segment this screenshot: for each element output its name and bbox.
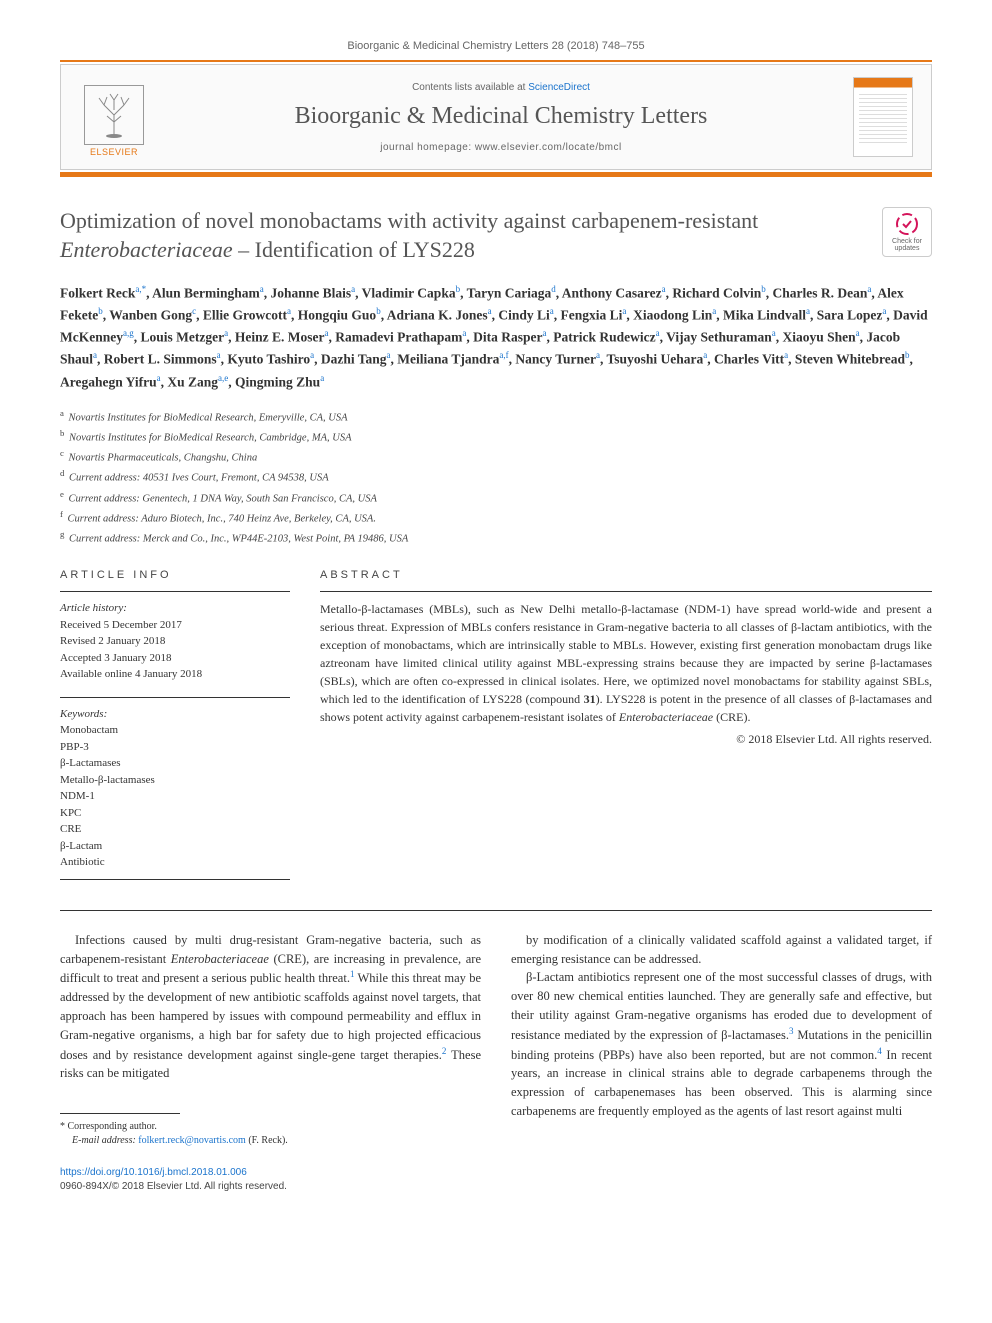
keyword: CRE: [60, 823, 81, 835]
author-list: Folkert Recka,*, Alun Berminghama, Johan…: [60, 282, 932, 392]
issn-copyright: 0960-894X/© 2018 Elsevier Ltd. All right…: [60, 1180, 481, 1194]
doi-link[interactable]: https://doi.org/10.1016/j.bmcl.2018.01.0…: [60, 1167, 247, 1178]
check-updates-label: Check for updates: [883, 238, 931, 252]
keyword: NDM-1: [60, 790, 95, 802]
contents-available-line: Contents lists available at ScienceDirec…: [169, 82, 833, 93]
body-paragraph: Infections caused by multi drug-resistan…: [60, 931, 481, 1083]
affiliation-line: b Novartis Institutes for BioMedical Res…: [60, 427, 932, 446]
homepage-line: journal homepage: www.elsevier.com/locat…: [169, 142, 833, 153]
body-paragraph: β-Lactam antibiotics represent one of th…: [511, 968, 932, 1120]
homepage-url[interactable]: www.elsevier.com/locate/bmcl: [475, 142, 622, 153]
homepage-label: journal homepage:: [380, 142, 475, 153]
affiliations: a Novartis Institutes for BioMedical Res…: [60, 407, 932, 548]
history-label: Article history:: [60, 602, 127, 614]
keyword: KPC: [60, 807, 81, 819]
elsevier-logo[interactable]: ELSEVIER: [79, 77, 149, 157]
history-line: Accepted 3 January 2018: [60, 652, 172, 664]
article-info-column: ARTICLE INFO Article history: Received 5…: [60, 569, 290, 880]
affiliation-line: a Novartis Institutes for BioMedical Res…: [60, 407, 932, 426]
journal-reference: Bioorganic & Medicinal Chemistry Letters…: [60, 40, 932, 52]
affiliation-line: d Current address: 40531 Ives Court, Fre…: [60, 467, 932, 486]
article-info-heading: ARTICLE INFO: [60, 569, 290, 581]
history-line: Received 5 December 2017: [60, 619, 182, 631]
keyword: Antibiotic: [60, 856, 105, 868]
keywords-label: Keywords:: [60, 708, 107, 720]
sciencedirect-link[interactable]: ScienceDirect: [528, 82, 590, 93]
keyword: Monobactam: [60, 724, 118, 736]
email-suffix: (F. Reck).: [246, 1135, 288, 1146]
corresponding-email-link[interactable]: folkert.reck@novartis.com: [138, 1135, 246, 1146]
email-label: E-mail address:: [72, 1135, 138, 1146]
article-history: Article history: Received 5 December 201…: [60, 591, 290, 683]
abstract-heading: ABSTRACT: [320, 569, 932, 581]
check-updates-badge[interactable]: Check for updates: [882, 207, 932, 257]
history-line: Available online 4 January 2018: [60, 668, 202, 680]
corresponding-footer: * Corresponding author. E-mail address: …: [60, 1113, 481, 1194]
affiliation-line: c Novartis Pharmaceuticals, Changshu, Ch…: [60, 447, 932, 466]
affiliation-line: f Current address: Aduro Biotech, Inc., …: [60, 508, 932, 527]
journal-cover-thumbnail[interactable]: [853, 77, 913, 157]
affiliation-line: e Current address: Genentech, 1 DNA Way,…: [60, 488, 932, 507]
corresponding-author-label: * Corresponding author.: [60, 1120, 481, 1134]
keyword: β-Lactam: [60, 840, 102, 852]
check-updates-icon: [895, 212, 919, 236]
journal-name: Bioorganic & Medicinal Chemistry Letters: [169, 103, 833, 130]
affiliation-line: g Current address: Merck and Co., Inc., …: [60, 528, 932, 547]
body-paragraph: by modification of a clinically validate…: [511, 931, 932, 969]
header-top-rule: [60, 60, 932, 62]
abstract-copyright: © 2018 Elsevier Ltd. All rights reserved…: [320, 730, 932, 748]
body-top-rule: [60, 910, 932, 911]
abstract-body: Metallo-β-lactamases (MBLs), such as New…: [320, 602, 932, 724]
history-line: Revised 2 January 2018: [60, 635, 165, 647]
elsevier-name: ELSEVIER: [90, 147, 138, 157]
abstract-text: Metallo-β-lactamases (MBLs), such as New…: [320, 591, 932, 748]
contents-prefix: Contents lists available at: [412, 82, 528, 93]
keywords-block: Keywords: Monobactam PBP-3 β-Lactamases Met…: [60, 697, 290, 880]
article-title: Optimization of novel monobactams with a…: [60, 207, 932, 264]
abstract-column: ABSTRACT Metallo-β-lactamases (MBLs), su…: [320, 569, 932, 880]
keyword: Metallo-β-lactamases: [60, 774, 155, 786]
body-text: Infections caused by multi drug-resistan…: [60, 931, 932, 1194]
keyword: β-Lactamases: [60, 757, 121, 769]
header-bottom-rule: [60, 172, 932, 177]
journal-header: ELSEVIER Contents lists available at Sci…: [60, 64, 932, 170]
keyword: PBP-3: [60, 741, 89, 753]
elsevier-tree-icon: [84, 85, 144, 145]
